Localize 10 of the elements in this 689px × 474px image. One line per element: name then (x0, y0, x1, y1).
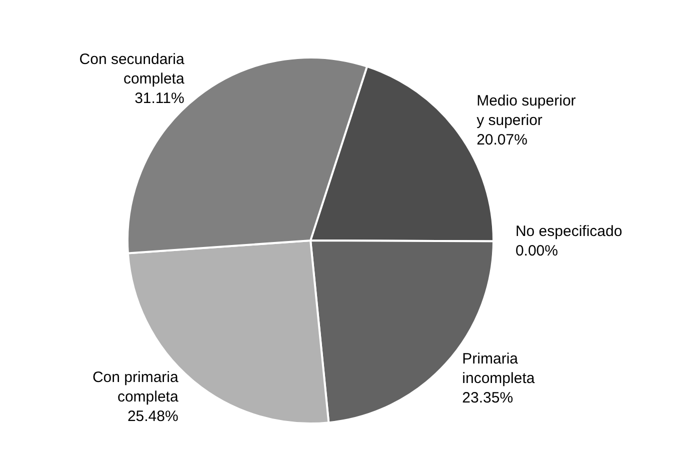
data-label: 31.11% (134, 90, 184, 108)
text: 0.00% (515, 242, 558, 260)
data-label: 23.35% (462, 389, 514, 406)
slice-label: Con primaria completa (92, 369, 179, 406)
category-label: No especificado (515, 223, 622, 240)
data-label: 25.48% (127, 408, 178, 426)
slice-label: Medio superior y superior (476, 92, 576, 129)
data-label: 20.07% (476, 131, 528, 148)
slice-label: Primaria incompleta (462, 350, 536, 387)
slice-label: Con secundaria completa (79, 50, 185, 88)
